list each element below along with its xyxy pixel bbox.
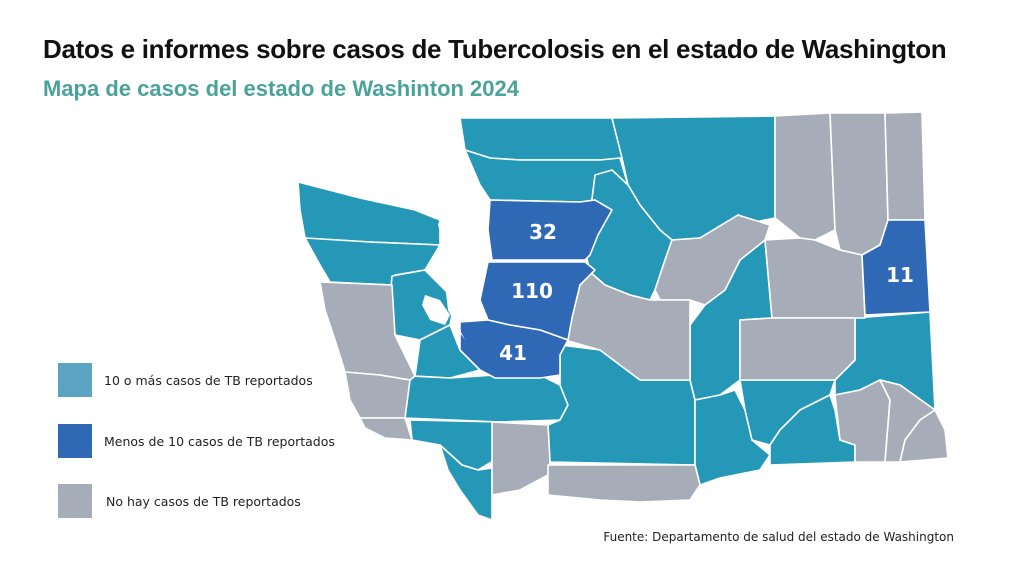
county-label-pierce: 41 xyxy=(499,341,527,365)
county-kittitas xyxy=(564,271,691,381)
counties-less-than-ten xyxy=(459,199,931,379)
legend-item-none: No hay casos de TB reportados xyxy=(58,484,301,518)
page-title: Datos e informes sobre casos de Tubercol… xyxy=(43,34,947,64)
county-label-snohomish: 32 xyxy=(529,220,557,244)
legend-swatch xyxy=(58,424,92,458)
county-klickitat xyxy=(547,464,701,503)
county-snohomish xyxy=(487,199,613,261)
legend-label: No hay casos de TB reportados xyxy=(106,493,301,509)
county-ferry xyxy=(774,112,836,241)
county-spokane xyxy=(861,219,931,316)
county-wahkiakum xyxy=(359,417,413,441)
county-skamania xyxy=(491,421,551,496)
legend-swatch xyxy=(58,484,92,518)
legend-item-less-than-ten: Menos de 10 casos de TB reportados xyxy=(58,424,335,458)
legend-label: 10 o más casos de TB reportados xyxy=(104,372,313,388)
county-stevens xyxy=(829,112,889,256)
county-walla-walla xyxy=(769,394,856,466)
county-pacific xyxy=(344,371,411,419)
county-label-spokane: 11 xyxy=(886,263,914,287)
county-pierce xyxy=(459,319,569,379)
legend-label: Menos de 10 casos de TB reportados xyxy=(104,433,335,449)
county-clark xyxy=(439,444,493,521)
page-subtitle: Mapa de casos del estado de Washinton 20… xyxy=(43,76,519,101)
counties-none xyxy=(319,111,949,503)
legend-item-ten-or-more: 10 o más casos de TB reportados xyxy=(58,363,313,397)
county-asotin xyxy=(899,409,949,463)
county-label-king: 110 xyxy=(511,279,553,303)
puget-sound-water xyxy=(422,160,480,340)
counties-ten-or-more xyxy=(297,115,936,521)
county-douglas xyxy=(654,214,771,306)
county-clallam xyxy=(297,181,441,246)
county-adams xyxy=(739,317,856,381)
county-pend-oreille xyxy=(884,111,926,221)
source-note: Fuente: Departamento de salud del estado… xyxy=(603,530,954,544)
county-lewis xyxy=(404,374,569,423)
county-whatcom xyxy=(459,117,623,161)
legend-swatch xyxy=(58,363,92,397)
